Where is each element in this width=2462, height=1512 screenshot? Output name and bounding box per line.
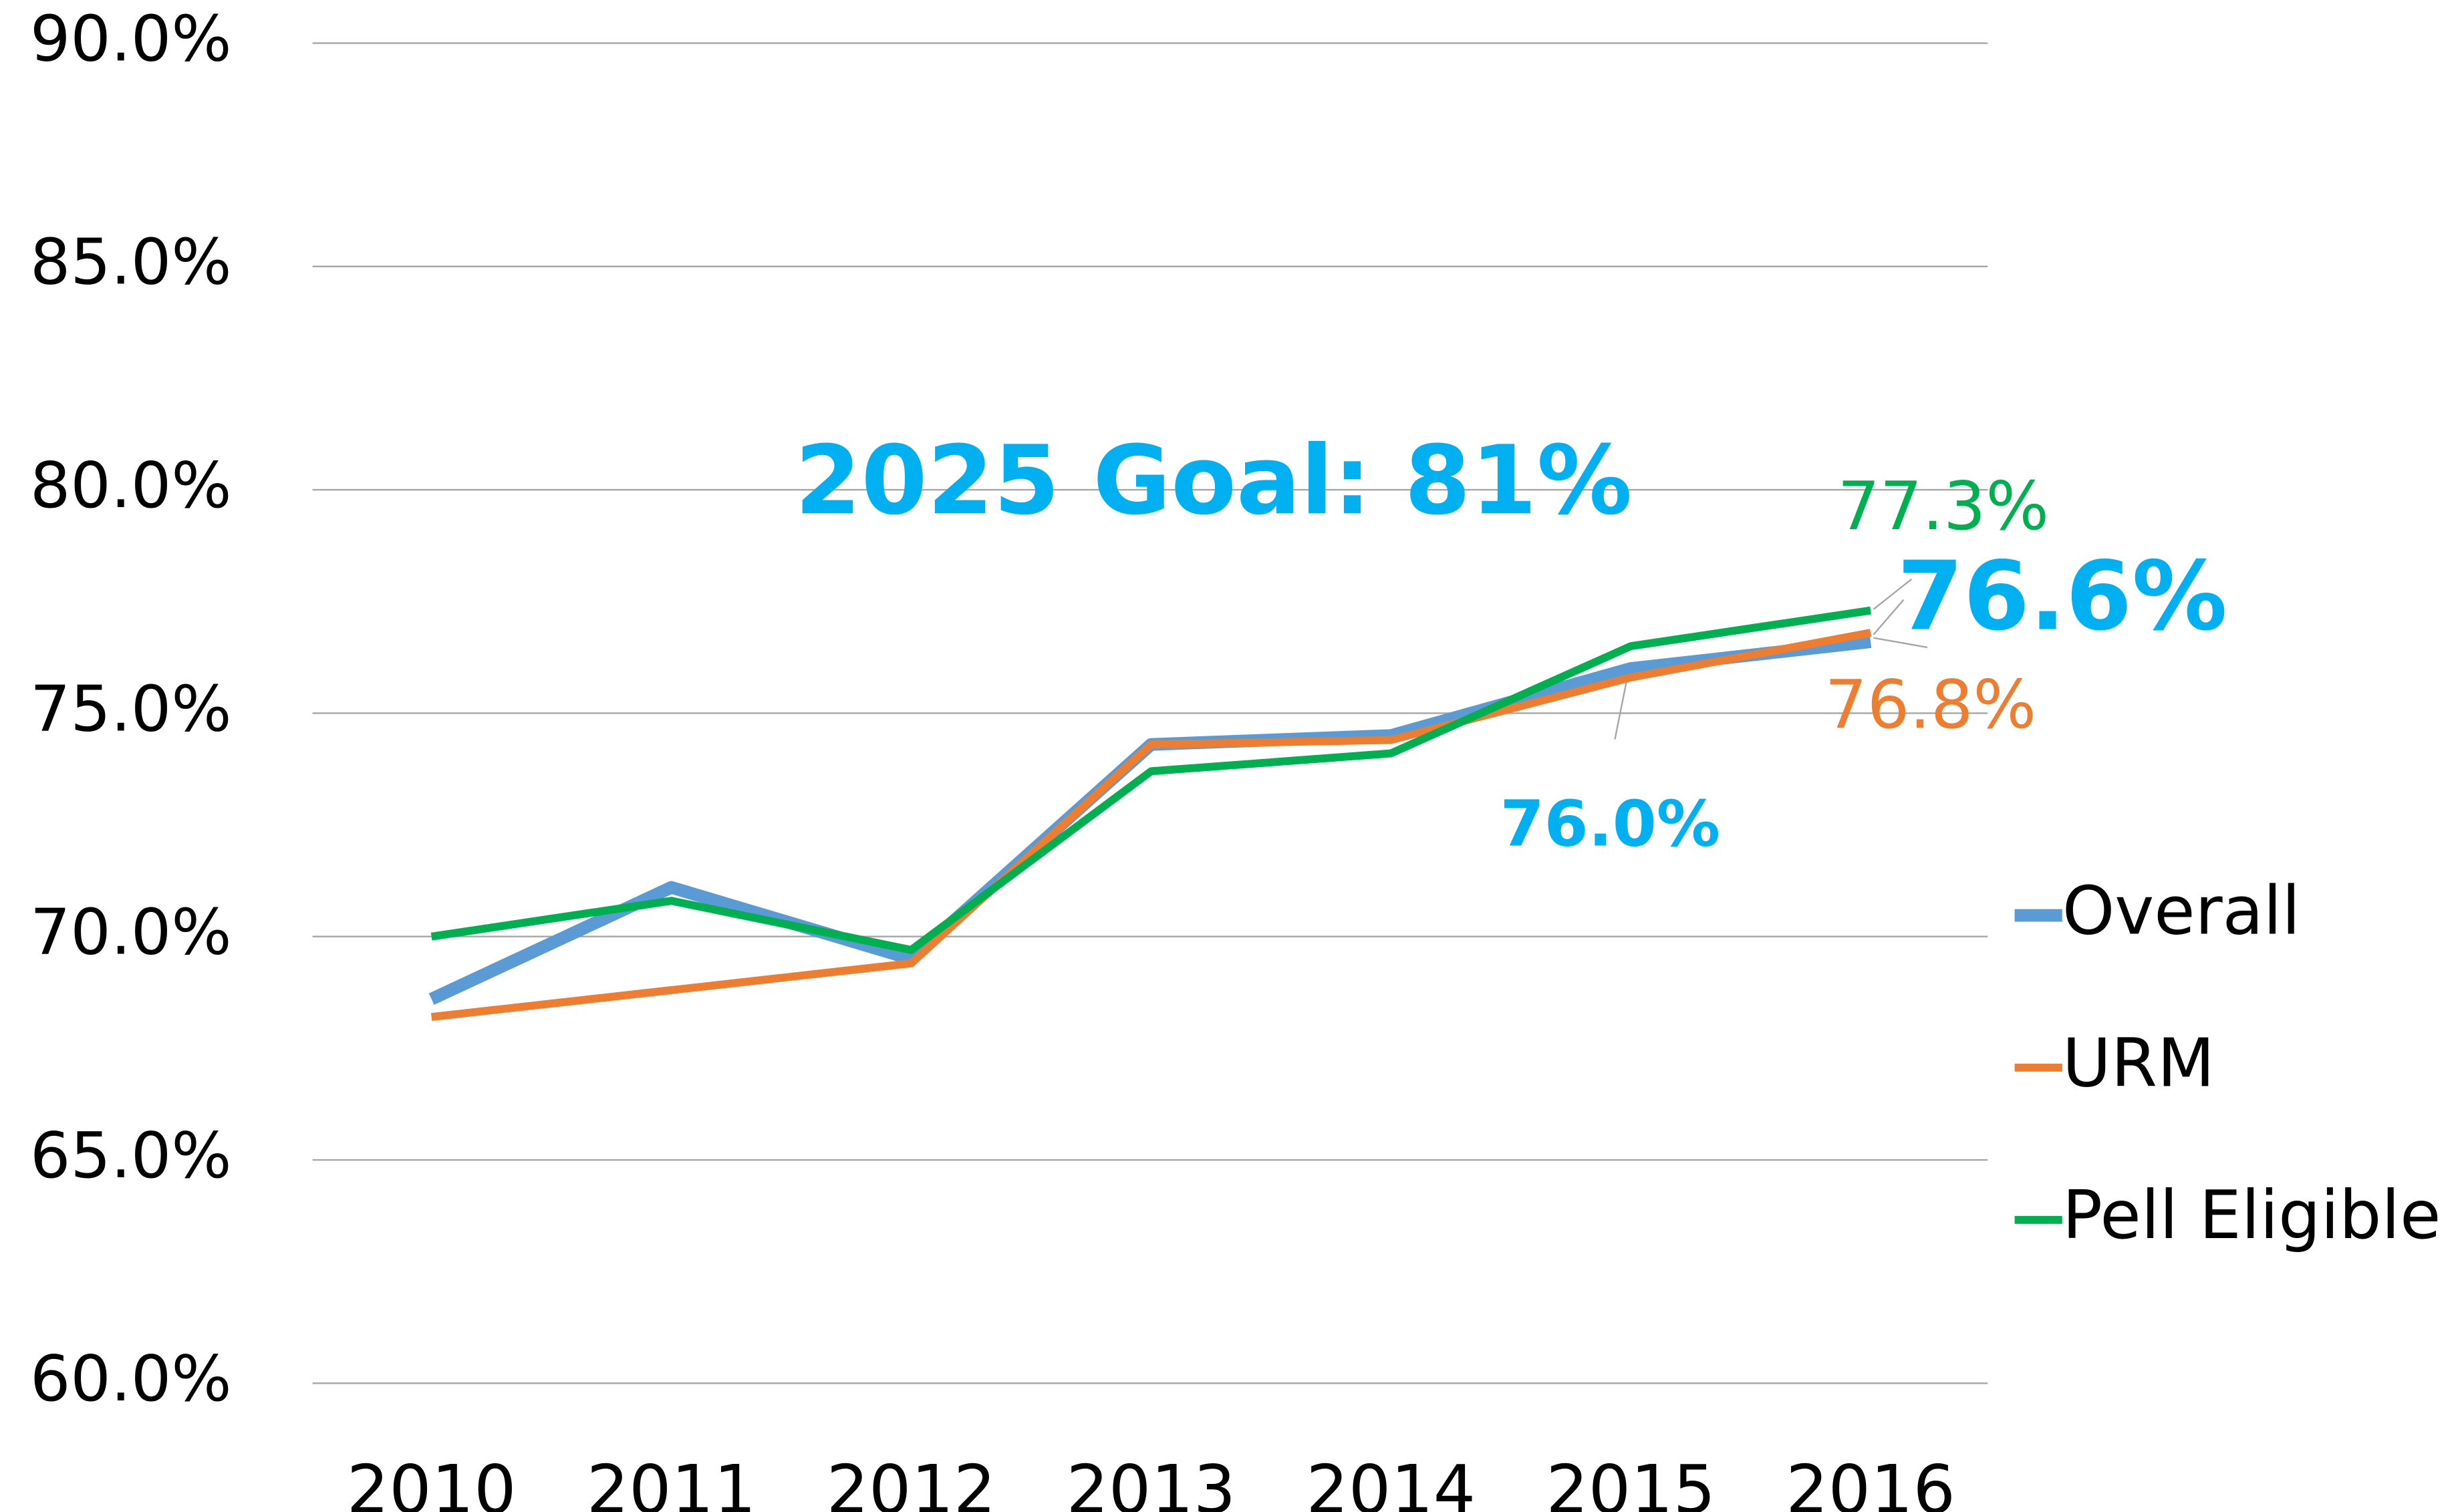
- x-tick-label: 2013: [1067, 1451, 1236, 1512]
- y-tick-label: 90.0%: [30, 2, 232, 75]
- leader-line: [1873, 637, 1928, 649]
- data-label: 77.3%: [1837, 467, 2049, 545]
- leader-line: [1873, 578, 1913, 610]
- x-tick-label: 2015: [1546, 1451, 1716, 1512]
- series-line: [430, 629, 1872, 1021]
- series-line: [430, 606, 1871, 954]
- y-tick-label: 80.0%: [30, 449, 232, 522]
- leader-line: [1873, 599, 1905, 635]
- legend-label: Pell Eligible: [2062, 1176, 2441, 1254]
- y-tick-label: 60.0%: [30, 1342, 232, 1416]
- y-tick-label: 65.0%: [30, 1119, 232, 1193]
- x-tick-label: 2012: [827, 1451, 996, 1512]
- y-tick-label: 75.0%: [30, 672, 232, 746]
- x-tick-label: 2014: [1306, 1451, 1476, 1512]
- x-tick-label: 2010: [347, 1451, 517, 1512]
- data-label: 76.0%: [1500, 787, 1720, 861]
- x-tick-label: 2016: [1786, 1451, 1955, 1512]
- y-tick-label: 85.0%: [30, 226, 232, 299]
- data-label: 76.8%: [1824, 665, 2036, 744]
- annotation: 2025 Goal: 81%: [795, 425, 1632, 536]
- y-tick-label: 70.0%: [30, 896, 232, 969]
- legend-label: URM: [2062, 1024, 2215, 1102]
- legend-label: Overall: [2062, 871, 2300, 949]
- x-tick-label: 2011: [587, 1451, 757, 1512]
- data-label: 76.6%: [1897, 541, 2227, 651]
